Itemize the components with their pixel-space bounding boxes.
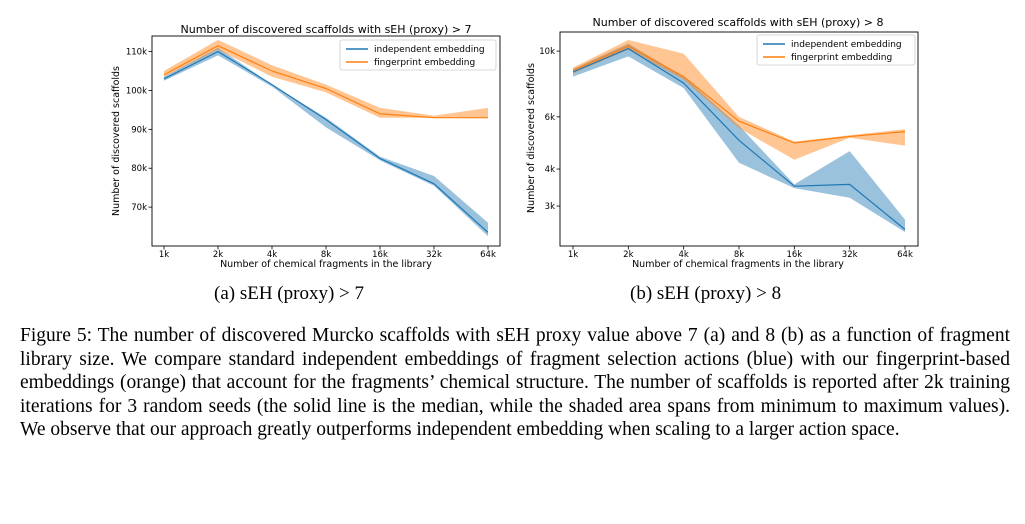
- x-tick-label: 16k: [372, 250, 388, 260]
- legend-label-independent: independent embedding: [791, 40, 902, 50]
- y-tick-label: 4k: [545, 165, 555, 175]
- x-tick-label: 64k: [480, 250, 496, 260]
- x-tick-label: 4k: [267, 250, 277, 260]
- legend-label-fingerprint: fingerprint embedding: [791, 53, 892, 63]
- x-tick-label: 8k: [321, 250, 331, 260]
- y-tick-label: 80k: [131, 164, 147, 174]
- x-tick-label: 2k: [213, 250, 223, 260]
- x-tick-label: 2k: [623, 250, 633, 260]
- y-tick-label: 100k: [126, 86, 147, 96]
- y-tick-label: 6k: [545, 113, 555, 123]
- legend-label-independent: independent embedding: [374, 45, 485, 55]
- y-tick-label: 90k: [131, 125, 147, 135]
- line-independent: [572, 47, 906, 230]
- x-tick-label: 8k: [734, 250, 744, 260]
- y-tick-label: 3k: [545, 202, 555, 212]
- subcaption-b: (b) sEH (proxy) > 8: [630, 283, 782, 304]
- y-axis-label: Number of discovered scaffolds: [526, 63, 537, 213]
- line-fingerprint: [572, 45, 906, 144]
- x-tick-label: 64k: [897, 250, 913, 260]
- figure-caption: Figure 5: The number of discovered Murck…: [20, 325, 1010, 440]
- chart-title: Number of discovered scaffolds with sEH …: [181, 23, 472, 36]
- x-tick-label: 32k: [842, 250, 858, 260]
- line-independent: [163, 50, 489, 233]
- x-tick-label: 1k: [568, 250, 578, 260]
- x-tick-label: 32k: [426, 250, 442, 260]
- band-fingerprint: [164, 39, 488, 118]
- x-axis-label: Number of chemical fragments in the libr…: [632, 259, 844, 270]
- x-axis-label: Number of chemical fragments in the libr…: [220, 259, 432, 270]
- chart-a: 1k 2k 4k 8k 16k 32k 64k 70k 80k 90k 100k 110k Number…: [111, 23, 501, 270]
- band-fingerprint: [573, 40, 905, 160]
- chart-title: Number of discovered scaffolds with sEH …: [593, 16, 884, 29]
- subcaption-a: (a) sEH (proxy) > 7: [214, 283, 365, 304]
- legend-box: [756, 34, 916, 66]
- legend-label-fingerprint: fingerprint embedding: [374, 58, 475, 68]
- legend-box: [339, 39, 497, 71]
- line-fingerprint: [163, 45, 488, 119]
- y-tick-label: 70k: [131, 203, 147, 213]
- y-axis-label: Number of discovered scaffolds: [111, 66, 122, 216]
- x-tick-label: 4k: [678, 250, 688, 260]
- y-tick-label: 10k: [539, 47, 555, 57]
- x-tick-label: 16k: [786, 250, 802, 260]
- y-tick-label: 110k: [126, 48, 147, 58]
- x-tick-label: 1k: [159, 250, 169, 260]
